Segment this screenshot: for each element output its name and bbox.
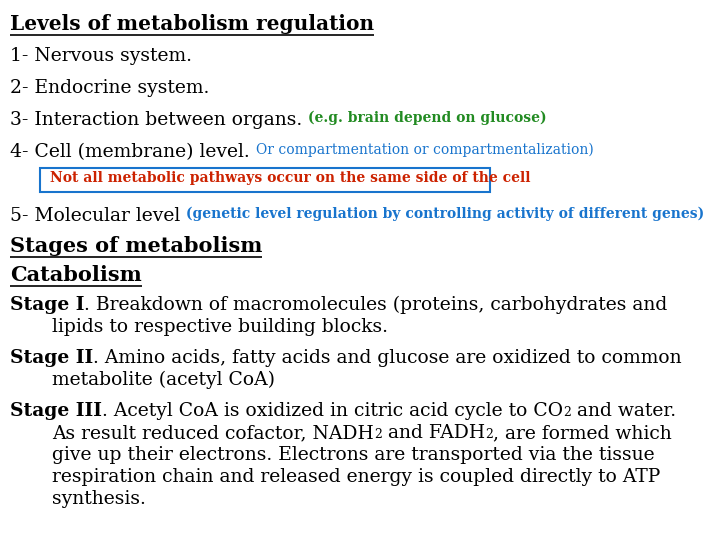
Text: respiration chain and released energy is coupled directly to ATP: respiration chain and released energy is… [52, 468, 660, 486]
Text: metabolite (acetyl CoA): metabolite (acetyl CoA) [52, 371, 275, 389]
Text: Stages of metabolism: Stages of metabolism [10, 236, 262, 256]
Text: (genetic level regulation by controlling activity of different genes): (genetic level regulation by controlling… [186, 207, 704, 221]
Text: Stage II: Stage II [10, 349, 94, 367]
Text: . Acetyl CoA is oxidized in citric acid cycle to CO: . Acetyl CoA is oxidized in citric acid … [102, 402, 563, 420]
Text: As result reduced cofactor, NADH: As result reduced cofactor, NADH [52, 424, 374, 442]
Text: 5- Molecular level: 5- Molecular level [10, 207, 186, 225]
Text: Not all metabolic pathways occur on the same side of the cell: Not all metabolic pathways occur on the … [50, 171, 531, 185]
Text: and water.: and water. [571, 402, 676, 420]
Text: Stage III: Stage III [10, 402, 102, 420]
Text: 1- Nervous system.: 1- Nervous system. [10, 47, 192, 65]
Text: Catabolism: Catabolism [10, 265, 142, 285]
Text: 4- Cell (membrane) level.: 4- Cell (membrane) level. [10, 143, 256, 161]
Text: . Breakdown of macromolecules (proteins, carbohydrates and: . Breakdown of macromolecules (proteins,… [84, 296, 667, 314]
Text: 2: 2 [563, 406, 571, 419]
Text: (e.g. brain depend on glucose): (e.g. brain depend on glucose) [308, 111, 547, 125]
Bar [40, 168, 490, 192]
Text: lipids to respective building blocks.: lipids to respective building blocks. [52, 318, 388, 336]
Text: Or compartmentation or compartmentalization): Or compartmentation or compartmentalizat… [256, 143, 593, 157]
Text: , are formed which: , are formed which [492, 424, 671, 442]
Text: . Amino acids, fatty acids and glucose are oxidized to common: . Amino acids, fatty acids and glucose a… [94, 349, 682, 367]
Text: give up their electrons. Electrons are transported via the tissue: give up their electrons. Electrons are t… [52, 446, 654, 464]
Text: 2: 2 [485, 428, 492, 441]
Text: and FADH: and FADH [382, 424, 485, 442]
Text: 2: 2 [374, 428, 382, 441]
Text: Levels of metabolism regulation: Levels of metabolism regulation [10, 14, 374, 34]
Text: 2- Endocrine system.: 2- Endocrine system. [10, 79, 210, 97]
Text: 3- Interaction between organs.: 3- Interaction between organs. [10, 111, 308, 129]
Text: Stage I: Stage I [10, 296, 84, 314]
Text: synthesis.: synthesis. [52, 490, 146, 508]
